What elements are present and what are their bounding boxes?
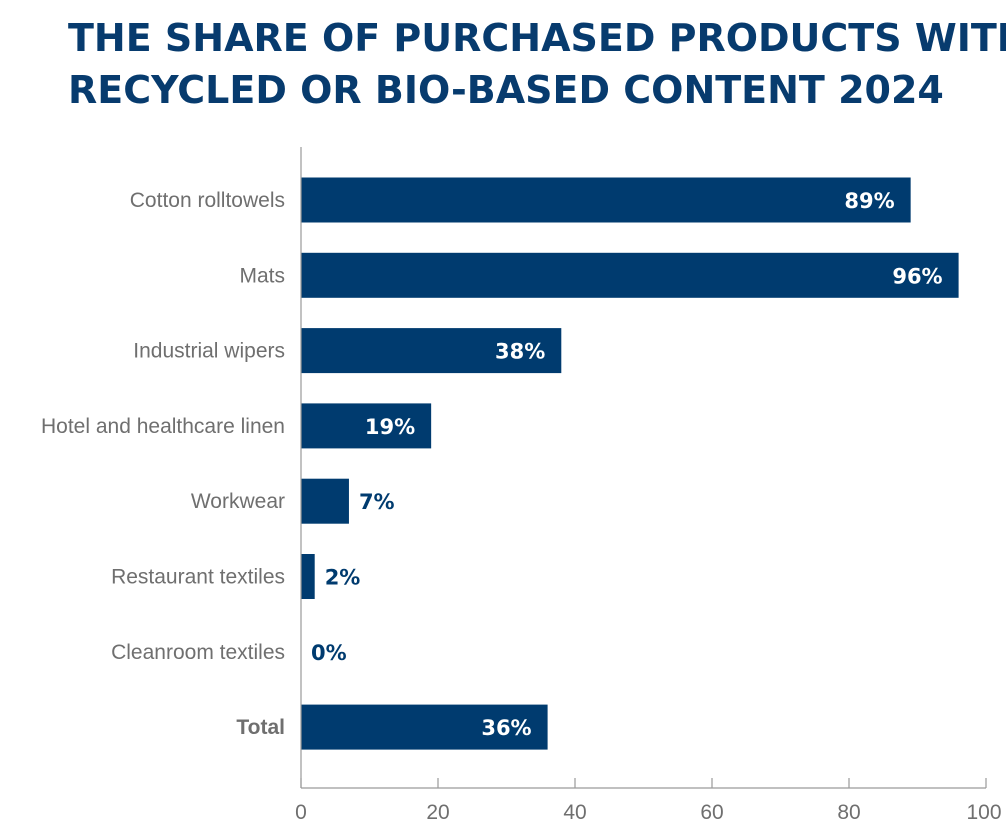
bar-workwear bbox=[301, 478, 349, 524]
bar-restaurant-textiles bbox=[301, 554, 315, 599]
bar-mats bbox=[301, 252, 959, 298]
x-tick-label-80: 80 bbox=[837, 801, 860, 824]
chart-title-line-2: RECYCLED OR BIO-BASED CONTENT 2024 bbox=[68, 68, 944, 112]
bar-hotel-and-healthcare-linen bbox=[301, 403, 432, 449]
category-label-hotel-and-healthcare-linen: Hotel and healthcare linen bbox=[41, 415, 285, 438]
value-label-restaurant-textiles: 2% bbox=[325, 566, 361, 590]
axes-group: 0 20 40 60 80 100 bbox=[295, 147, 1002, 824]
value-label-total: 36% bbox=[481, 716, 531, 740]
bar-industrial-wipers bbox=[301, 328, 562, 374]
x-tick-label-40: 40 bbox=[563, 801, 586, 824]
chart-title-line-1: THE SHARE OF PURCHASED PRODUCTS WITH bbox=[68, 16, 1006, 60]
x-tick-label-20: 20 bbox=[426, 801, 449, 824]
bars-group: Cotton rolltowels 89% Mats 96% Industrial wi… bbox=[41, 177, 959, 750]
value-label-hotel-and-healthcare-linen: 19% bbox=[365, 415, 415, 439]
value-label-workwear: 7% bbox=[359, 490, 395, 514]
chart-title: THE SHARE OF PURCHASED PRODUCTS WITH REC… bbox=[68, 12, 1006, 116]
value-label-mats: 96% bbox=[892, 264, 942, 288]
value-label-industrial-wipers: 38% bbox=[495, 340, 545, 364]
category-label-cotton-rolltowels: Cotton rolltowels bbox=[130, 189, 285, 212]
value-label-cotton-rolltowels: 89% bbox=[844, 189, 894, 213]
category-label-total: Total bbox=[236, 716, 285, 739]
x-tick-label-60: 60 bbox=[700, 801, 723, 824]
value-label-cleanroom-textiles: 0% bbox=[311, 641, 347, 665]
x-tick-label-0: 0 bbox=[295, 801, 307, 824]
bar-total bbox=[301, 704, 548, 750]
x-tick-label-100: 100 bbox=[966, 801, 1001, 824]
category-label-cleanroom-textiles: Cleanroom textiles bbox=[111, 641, 285, 664]
category-label-mats: Mats bbox=[239, 264, 285, 287]
category-label-restaurant-textiles: Restaurant textiles bbox=[111, 566, 285, 589]
category-label-industrial-wipers: Industrial wipers bbox=[133, 340, 285, 363]
category-label-workwear: Workwear bbox=[191, 490, 285, 513]
bar-cotton-rolltowels bbox=[301, 177, 911, 223]
